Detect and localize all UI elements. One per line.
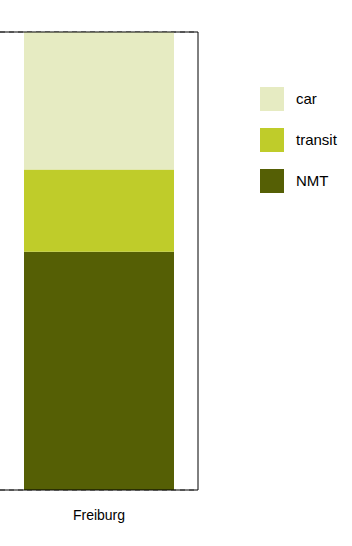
html-text:transit: transit [296,131,337,148]
html-text:car: car [296,90,317,107]
svg-text:Freiburg: Freiburg [73,507,125,523]
html-text:NMT: NMT [296,172,329,189]
